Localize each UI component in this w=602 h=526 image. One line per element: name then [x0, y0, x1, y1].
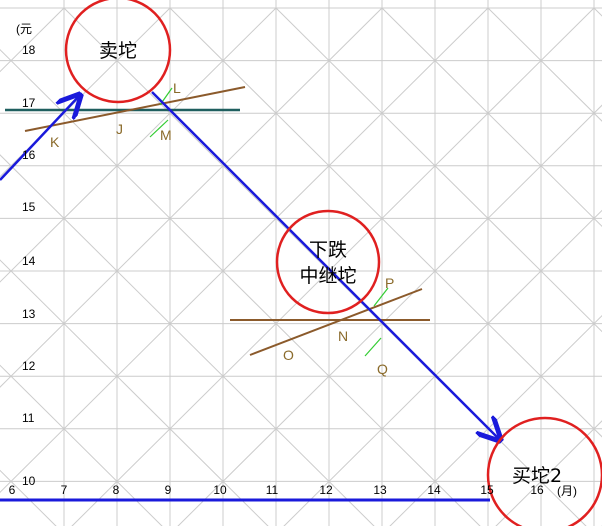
y-tick-label: 11	[22, 411, 35, 425]
trend-arrow	[151, 91, 500, 440]
grid-diagonal	[381, 7, 602, 228]
x-tick-label: 9	[165, 483, 172, 497]
highlight-circle	[486, 416, 602, 526]
y-tick-label: 14	[22, 254, 36, 268]
grid-diagonal	[495, 420, 602, 526]
y-tick-label: 10	[22, 474, 36, 488]
point-label: K	[50, 134, 60, 150]
grid-diagonal	[389, 314, 602, 526]
point-label: L	[173, 80, 181, 96]
grid-diagonal	[0, 7, 383, 388]
grid-diagonal	[0, 48, 481, 526]
x-tick-label: 14	[427, 483, 441, 497]
x-tick-label: 16	[530, 483, 544, 497]
x-tick-label: 13	[373, 483, 387, 497]
x-tick-label: 15	[480, 483, 494, 497]
trend-line	[249, 288, 423, 356]
point-label: M	[160, 127, 172, 143]
point-label: P	[385, 275, 394, 291]
highlight-circle	[275, 209, 381, 315]
x-tick-label: 11	[266, 483, 279, 497]
grid-diagonal	[177, 104, 602, 526]
x-tick-label: 10	[213, 483, 227, 497]
trend-line	[24, 86, 246, 132]
x-tick-label: 8	[113, 483, 120, 497]
y-tick-label: 12	[22, 359, 36, 373]
y-tick-label: 16	[22, 148, 36, 162]
circle-label: 中继坨	[299, 265, 356, 287]
point-label: N	[338, 328, 348, 344]
grid-diagonal	[487, 7, 602, 122]
circle-label: 卖坨	[99, 40, 137, 62]
highlight-circle	[64, 0, 172, 104]
x-tick-label: 7	[61, 483, 68, 497]
x-tick-label: 12	[319, 483, 333, 497]
grid-diagonal	[283, 209, 602, 526]
point-label: Q	[377, 361, 388, 377]
point-label: J	[116, 121, 123, 137]
grid-diagonal	[71, 7, 595, 526]
circle-label: 买坨2	[512, 465, 562, 487]
y-tick-label: 17	[22, 96, 36, 110]
grid-diagonal	[0, 259, 269, 526]
y-tick-label: 18	[22, 43, 36, 57]
circle-label: 下跌	[309, 239, 347, 261]
x-axis-unit: (月)	[557, 484, 577, 498]
x-tick-label: 6	[9, 483, 16, 497]
y-tick-label: 13	[22, 307, 36, 321]
y-axis-unit: (元	[16, 22, 32, 36]
trend-arrow	[0, 95, 80, 181]
point-label: O	[283, 347, 294, 363]
grid-diagonal	[0, 364, 163, 526]
grid-diagonal	[0, 7, 489, 494]
y-tick-label: 15	[22, 200, 36, 214]
grid-diagonal	[0, 7, 277, 283]
